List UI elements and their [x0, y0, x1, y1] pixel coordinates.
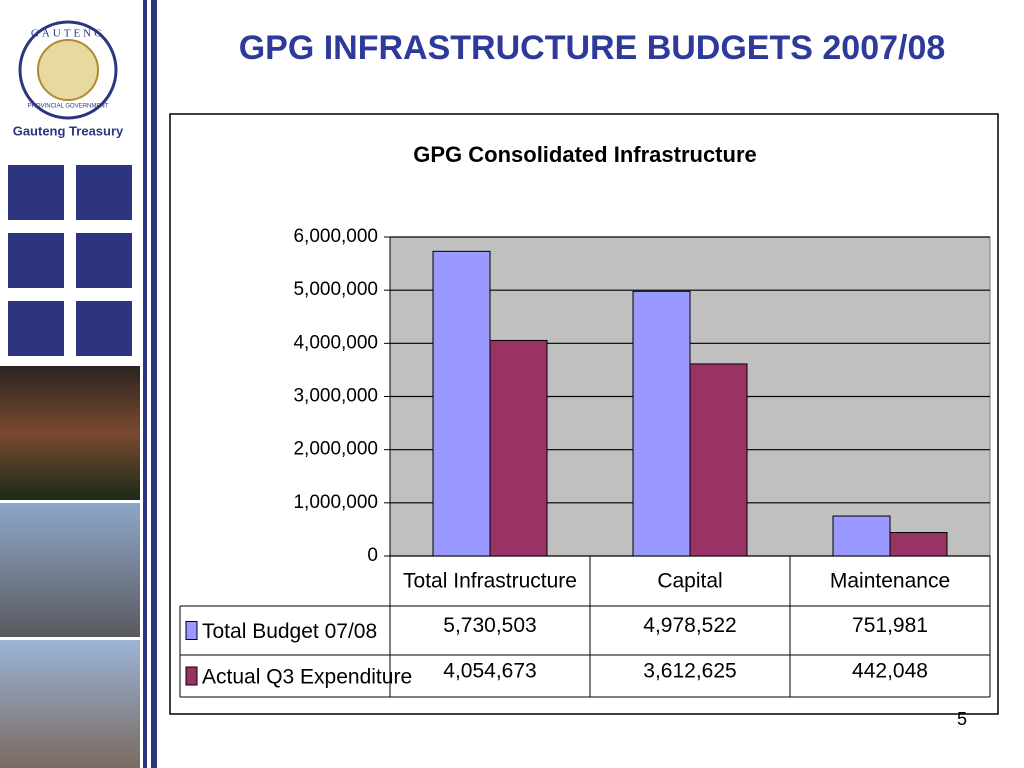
y-tick-label: 3,000,000: [293, 386, 378, 407]
photo: [0, 366, 140, 500]
y-tick-label: 1,000,000: [293, 492, 378, 513]
data-table-value: 5,730,503: [443, 614, 536, 637]
x-tick-label: Maintenance: [830, 570, 950, 593]
data-table-value: 442,048: [852, 660, 928, 683]
bar: [432, 250, 491, 557]
logo-crest: [37, 39, 99, 101]
bar: [889, 531, 948, 557]
data-table-value: 751,981: [852, 614, 928, 637]
y-tick-label: 2,000,000: [293, 439, 378, 460]
tiles: [8, 165, 132, 356]
data-table-value: 3,612,625: [643, 660, 736, 683]
page-number: 5: [957, 709, 967, 729]
logo-text: GAUTENG: [31, 28, 105, 40]
x-tick-label: Total Infrastructure: [403, 570, 577, 593]
bar: [489, 339, 548, 557]
photo: [0, 503, 140, 637]
bar: [832, 515, 891, 557]
data-table-value: 4,978,522: [643, 614, 736, 637]
bar: [689, 363, 748, 557]
legend-swatch: [185, 621, 198, 640]
legend-swatch: [185, 666, 198, 686]
department: Gauteng Treasury: [13, 123, 124, 138]
stripe: [151, 0, 157, 768]
data-table-value: 4,054,673: [443, 660, 536, 683]
bar: [632, 290, 691, 557]
y-tick-label: 6,000,000: [293, 226, 378, 247]
slide-title: GPG INFRASTRUCTURE BUDGETS 2007/08: [239, 29, 946, 67]
chart-title: GPG Consolidated Infrastructure: [413, 142, 757, 167]
logo-text: PROVINCIAL GOVERNMENT: [28, 104, 109, 110]
y-tick-label: 5,000,000: [293, 279, 378, 300]
photo: [0, 640, 140, 768]
y-tick-label: 4,000,000: [293, 332, 378, 353]
stripe: [143, 0, 147, 768]
legend-label: Total Budget 07/08: [202, 620, 377, 643]
legend-label: Actual Q3 Expenditure: [202, 666, 412, 689]
y-tick-label: 0: [367, 545, 378, 566]
x-tick-label: Capital: [657, 570, 722, 593]
